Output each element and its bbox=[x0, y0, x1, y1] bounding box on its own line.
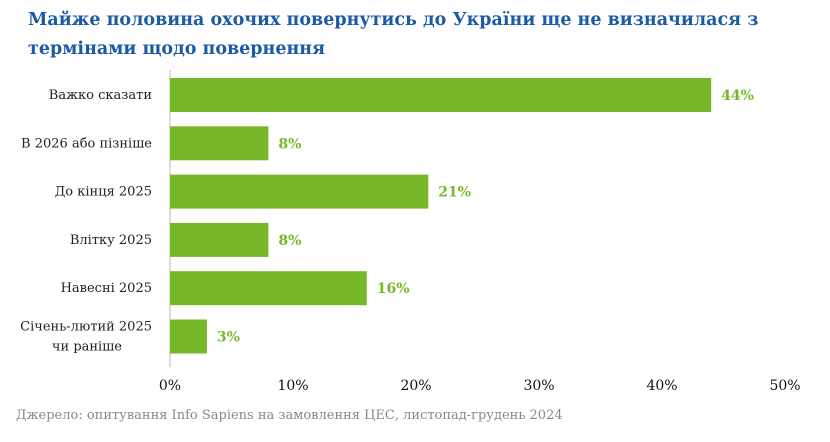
data-label: 3% bbox=[217, 330, 240, 346]
bar bbox=[170, 126, 269, 161]
bar bbox=[170, 78, 712, 112]
bar bbox=[170, 271, 367, 306]
data-label: 44% bbox=[721, 88, 754, 104]
source-note: Джерело: опитування Info Sapiens на замо… bbox=[16, 408, 563, 423]
category-label: Навесні 2025 bbox=[61, 281, 152, 296]
bar bbox=[170, 319, 207, 354]
data-label: 16% bbox=[377, 281, 410, 297]
category-label: Влітку 2025 bbox=[70, 233, 152, 248]
category-label: Важко сказати bbox=[49, 88, 152, 103]
category-label: В 2026 або пізніше bbox=[21, 136, 152, 151]
data-label: 8% bbox=[278, 233, 301, 249]
x-tick-label: 10% bbox=[277, 378, 308, 394]
x-tick-label: 40% bbox=[646, 378, 677, 394]
bar bbox=[170, 222, 269, 257]
data-label: 21% bbox=[438, 185, 471, 201]
category-label: Січень-лютий 2025 bbox=[20, 320, 152, 335]
bar bbox=[170, 174, 429, 209]
category-label: чи раніше bbox=[52, 340, 122, 355]
category-label: До кінця 2025 bbox=[55, 185, 152, 200]
x-tick-label: 30% bbox=[523, 378, 554, 394]
x-tick-label: 20% bbox=[400, 378, 431, 394]
x-tick-label: 50% bbox=[769, 378, 800, 394]
bar-chart: 44% Важко сказати 8% В 2026 або пізніше 21% Д… bbox=[20, 70, 801, 394]
chart-title: Майже половина охочих повернутись до Укр… bbox=[28, 10, 759, 59]
data-label: 8% bbox=[278, 136, 301, 152]
x-tick-label: 0% bbox=[159, 378, 181, 394]
